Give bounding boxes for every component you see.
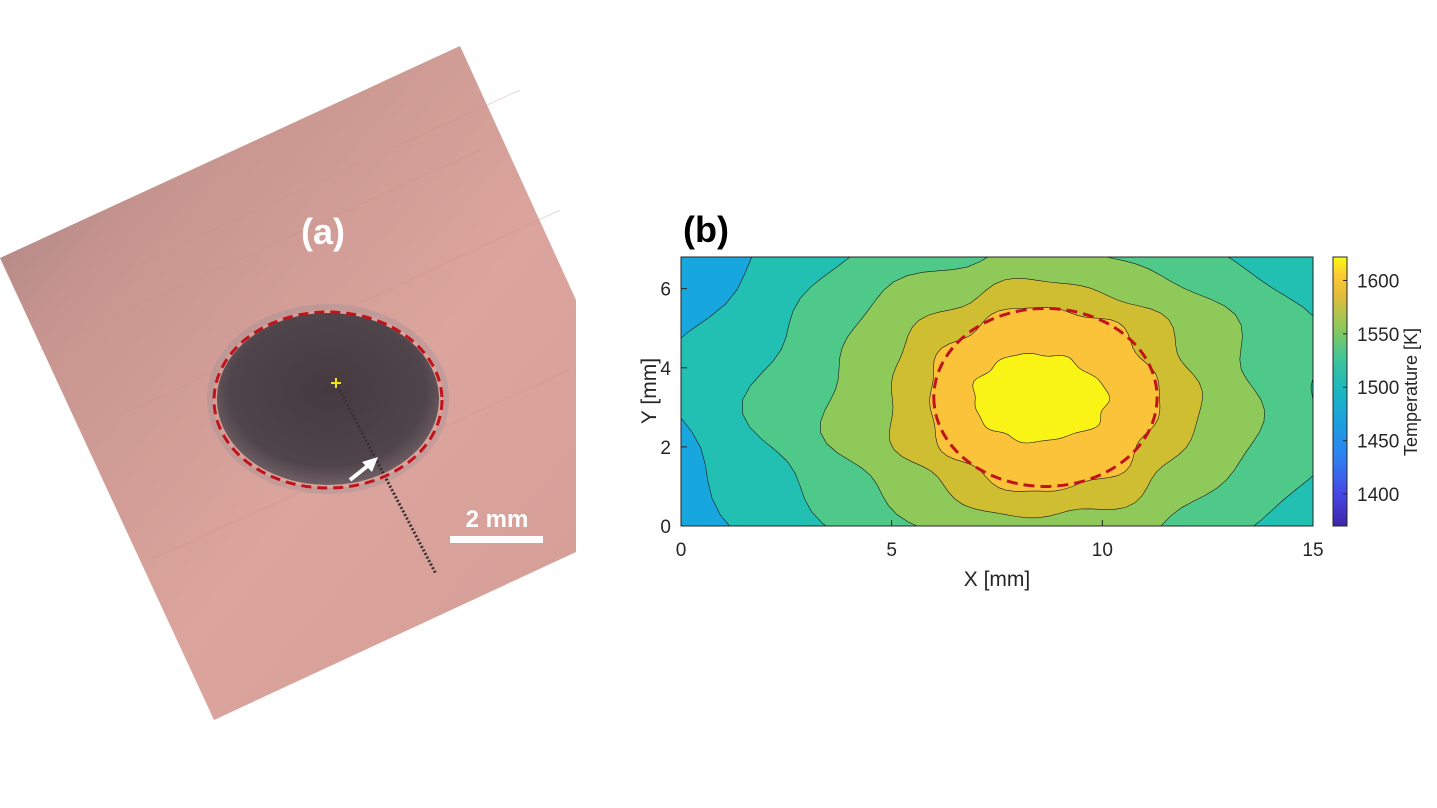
colorbar-tick-label: 1450 <box>1357 432 1399 453</box>
y-axis-ticks: 0 2 4 6 <box>660 280 687 538</box>
direction-arrow <box>348 457 378 482</box>
scale-bar-label: 2 mm <box>466 506 529 533</box>
x-tick-label: 10 <box>1092 540 1113 561</box>
x-tick-label: 15 <box>1302 540 1323 561</box>
scale-bar <box>450 536 543 543</box>
panel-b-label: (b) <box>683 209 729 250</box>
panel-a-label: (a) <box>301 211 345 252</box>
x-axis-title: X [mm] <box>964 568 1031 591</box>
contour-plot <box>681 257 1313 526</box>
colorbar-tick-label: 1550 <box>1357 325 1399 346</box>
colorbar-tick-label: 1600 <box>1357 271 1399 292</box>
colorbar-tick-label: 1500 <box>1357 378 1399 399</box>
plot-frame <box>680 256 1314 527</box>
x-tick-label: 5 <box>886 540 897 561</box>
x-tick-label: 0 <box>676 540 687 561</box>
panel-b-chart: (b) 0 5 10 15 0 2 4 6 X [mm] Y [mm] 1400 1450 15… <box>638 209 1421 591</box>
colorbar-tick-label: 1400 <box>1357 485 1399 506</box>
dashed-outline-b <box>932 306 1159 488</box>
contour-band <box>972 352 1111 444</box>
x-axis-ticks: 0 5 10 15 <box>676 520 1324 561</box>
y-tick-label: 4 <box>660 359 671 380</box>
scorch-spot <box>217 313 439 485</box>
colorbar-title: Temperature [K] <box>1401 328 1421 456</box>
y-tick-label: 0 <box>660 517 671 538</box>
y-tick-label: 2 <box>660 438 671 459</box>
y-axis-title: Y [mm] <box>638 358 661 424</box>
scorch-halo <box>207 304 449 494</box>
colorbar <box>1332 256 1348 527</box>
y-tick-label: 6 <box>660 280 671 301</box>
center-marker <box>331 378 341 388</box>
dashed-outline-a <box>212 310 444 490</box>
colorbar-ticks: 1400 1450 1500 1550 1600 <box>1343 271 1399 506</box>
panel-a-photo: 2 mm (a) <box>0 46 576 720</box>
